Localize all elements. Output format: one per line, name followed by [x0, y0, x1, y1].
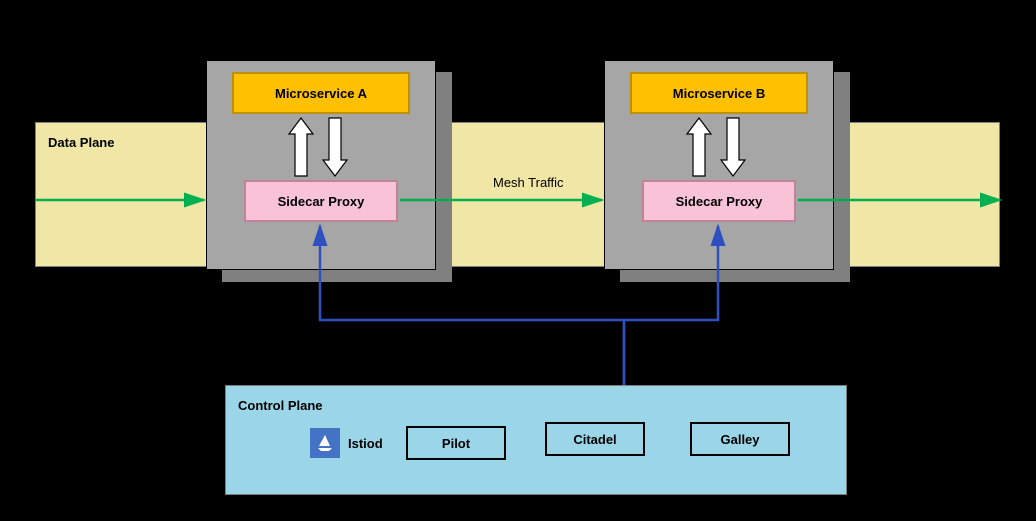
- istiod-icon: [310, 428, 340, 458]
- pilot-label: Pilot: [442, 436, 470, 451]
- data-plane: [35, 122, 1000, 267]
- pilot-box: Pilot: [406, 426, 506, 460]
- sidecar-proxy-b: Sidecar Proxy: [642, 180, 796, 222]
- istiod-label: Istiod: [348, 436, 383, 451]
- citadel-box: Citadel: [545, 422, 645, 456]
- data-plane-label: Data Plane: [48, 135, 114, 150]
- citadel-label: Citadel: [573, 432, 616, 447]
- galley-box: Galley: [690, 422, 790, 456]
- sidecar-proxy-a: Sidecar Proxy: [244, 180, 398, 222]
- microservice-b: Microservice B: [630, 72, 808, 114]
- galley-label: Galley: [720, 432, 759, 447]
- sidecar-proxy-a-label: Sidecar Proxy: [278, 194, 365, 209]
- sailboat-icon: [315, 433, 335, 453]
- sidecar-proxy-b-label: Sidecar Proxy: [676, 194, 763, 209]
- control-plane-label: Control Plane: [238, 398, 323, 413]
- microservice-a-label: Microservice A: [275, 86, 367, 101]
- microservice-b-label: Microservice B: [673, 86, 766, 101]
- microservice-a: Microservice A: [232, 72, 410, 114]
- mesh-traffic-label: Mesh Traffic: [493, 175, 564, 190]
